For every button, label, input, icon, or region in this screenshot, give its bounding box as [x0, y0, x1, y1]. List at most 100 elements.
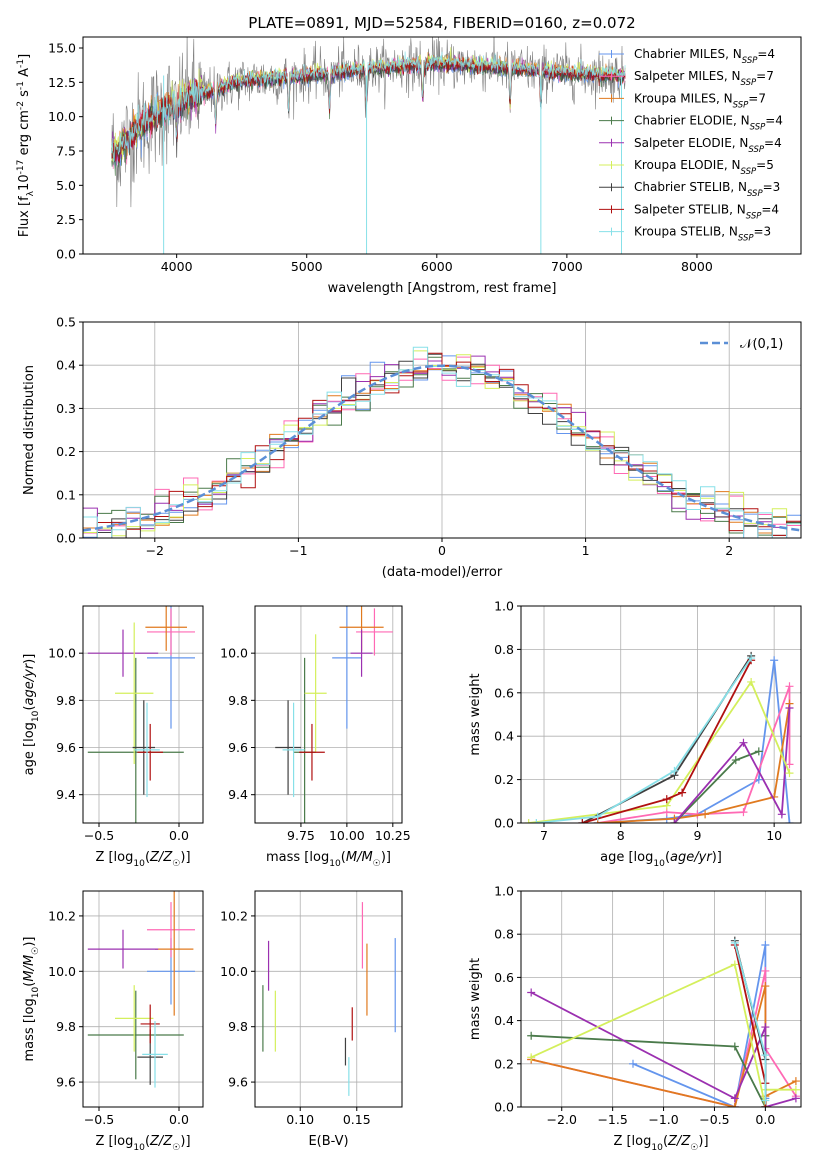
weight-vs-age-plot-area [524, 651, 794, 823]
x-tick-label: 9.75 [287, 828, 315, 843]
y-tick-label: 9.8 [228, 693, 248, 708]
errorbar-salpeter-miles [147, 902, 195, 958]
errorbar-kroupa-stelib [142, 1021, 168, 1088]
errorbar-chabrier-elodie [87, 990, 184, 1080]
mass-vs-Z-plot-area [87, 891, 195, 1088]
y-tick-label: 0.4 [494, 1013, 514, 1028]
age-vs-mass-frame [254, 605, 403, 824]
residuals-legend: 𝒩(0,1) [700, 337, 783, 352]
x-tick-label: 5000 [291, 259, 323, 274]
errorbar-chabrier-stelib [275, 700, 301, 795]
y-tick-label: 0.5 [56, 315, 76, 330]
y-tick-label: 0.4 [494, 729, 514, 744]
residuals-plot-area [83, 346, 801, 538]
mass-vs-ebv-chart: 0.10 0.15 9.6 9.8 10.0 10.2 E(B-V) [220, 890, 403, 1149]
errorbar-kroupa-miles [155, 891, 194, 1016]
weight-marker [761, 1096, 770, 1105]
y-tick-label: 9.8 [56, 693, 76, 708]
x-tick-label: 10.25 [375, 828, 411, 843]
weight-marker [593, 812, 602, 821]
errorbar-kroupa-stelib [282, 702, 305, 798]
x-tick-label: 8 [617, 828, 625, 843]
y-tick-label: 9.8 [228, 1019, 248, 1034]
x-tick-label: 1 [582, 543, 590, 558]
normal-reference-curve [83, 364, 801, 532]
y-axis-label: Normed distribution [22, 365, 37, 495]
y-tick-label: 0.0 [494, 1100, 514, 1115]
weight-marker [761, 982, 770, 991]
observed-spectrum [111, 37, 626, 208]
histogram-kroupa-stelib [83, 346, 801, 538]
age-vs-mass-plot-area [275, 606, 393, 823]
weight-marker [777, 810, 786, 819]
legend-label-kroupa-elodie: Kroupa ELODIE, NSSP=5 [634, 158, 774, 177]
age-vs-Z-plot-area [87, 606, 195, 823]
y-tick-label: 15.0 [48, 40, 76, 55]
x-tick-label: 0.0 [755, 1112, 775, 1127]
x-tick-label: 7000 [551, 259, 583, 274]
x-tick-label: 6000 [421, 259, 453, 274]
x-tick-label: 4000 [161, 259, 193, 274]
weight-marker [629, 1059, 637, 1068]
x-tick-label: −2.0 [547, 1112, 577, 1127]
x-axis-label: mass [log10(M/M☉)] [266, 850, 391, 869]
y-tick-label: 9.8 [56, 1019, 76, 1034]
x-tick-label: −1 [289, 543, 307, 558]
errorbar-chabrier-elodie [87, 657, 184, 823]
y-tick-label: 9.4 [228, 787, 248, 802]
weight-marker [761, 941, 770, 949]
chart-title: PLATE=0891, MJD=52584, FIBERID=0160, z=0… [248, 14, 635, 32]
weight-marker [761, 1023, 770, 1032]
weight-marker [730, 1103, 739, 1107]
errorbar-salpeter-elodie [87, 929, 159, 969]
weight-marker [770, 656, 779, 665]
weight-marker [791, 1085, 800, 1094]
age-vs-Z-chart: −0.5 0.0 9.4 9.6 9.8 10.0 Z [log10(Z/Z☉)] age [… [22, 605, 204, 869]
errorbar-kroupa-stelib [134, 702, 160, 798]
y-axis-label: mass weight [468, 958, 483, 1040]
y-tick-label: 10.0 [220, 646, 248, 661]
errorbar-salpeter-stelib [299, 723, 325, 781]
y-tick-label: 10.2 [48, 908, 76, 923]
y-tick-label: 10.0 [48, 109, 76, 124]
y-tick-label: 0.4 [56, 358, 76, 373]
weight-marker [761, 1051, 770, 1060]
weight-marker [791, 1094, 800, 1103]
y-tick-label: 5.0 [56, 178, 76, 193]
spectrum-plot-area [111, 37, 626, 254]
y-tick-label: 0.6 [494, 970, 514, 985]
weight-marker [731, 756, 740, 765]
weight-line-kroupa-stelib [532, 654, 756, 823]
weight-marker [730, 1042, 739, 1051]
weight-path [632, 944, 767, 1107]
legend-label-chabrier-miles: Chabrier MILES, NSSP=4 [634, 47, 775, 66]
y-tick-label: 9.6 [56, 1075, 76, 1090]
residuals-chart: −2 −1 0 1 2 0.0 0.1 0.2 0.3 0.4 0.5 (data-model)/er… [22, 315, 802, 580]
legend-label-salpeter-miles: Salpeter MILES, NSSP=7 [634, 69, 774, 88]
x-axis-label: Z [log10(Z/Z☉)] [95, 850, 190, 869]
weight-marker [761, 966, 770, 975]
y-tick-label: 7.5 [56, 143, 76, 158]
y-tick-label: 9.6 [56, 740, 76, 755]
weight-marker [785, 769, 794, 778]
y-axis-label: mass weight [468, 673, 483, 755]
model-spectrum-salpeter-stelib [111, 56, 626, 163]
x-tick-label: 0.0 [169, 1112, 189, 1127]
weight-marker [785, 760, 794, 769]
legend-label-normal: 𝒩(0,1) [740, 337, 783, 352]
weight-marker [730, 938, 739, 947]
errorbar-chabrier-stelib [132, 700, 155, 795]
y-tick-label: 0.3 [56, 401, 76, 416]
x-tick-label: −1.0 [648, 1112, 678, 1127]
y-tick-label: 2.5 [56, 212, 76, 227]
weight-line-kroupa-stelib [730, 938, 770, 1105]
weight-marker [578, 819, 587, 823]
mass-vs-ebv-frame [254, 890, 403, 1108]
y-tick-label: 10.0 [220, 964, 248, 979]
weight-line-salpeter-miles [593, 682, 794, 823]
weight-marker [747, 677, 756, 686]
y-tick-label: 0.0 [56, 531, 76, 546]
spectrum-chart: 4000 5000 6000 7000 8000 0.0 2.5 5.0 7.5 10.0 12.5… [16, 14, 802, 296]
errorbar-kroupa-elodie [115, 985, 154, 1052]
weight-marker [791, 1077, 800, 1086]
